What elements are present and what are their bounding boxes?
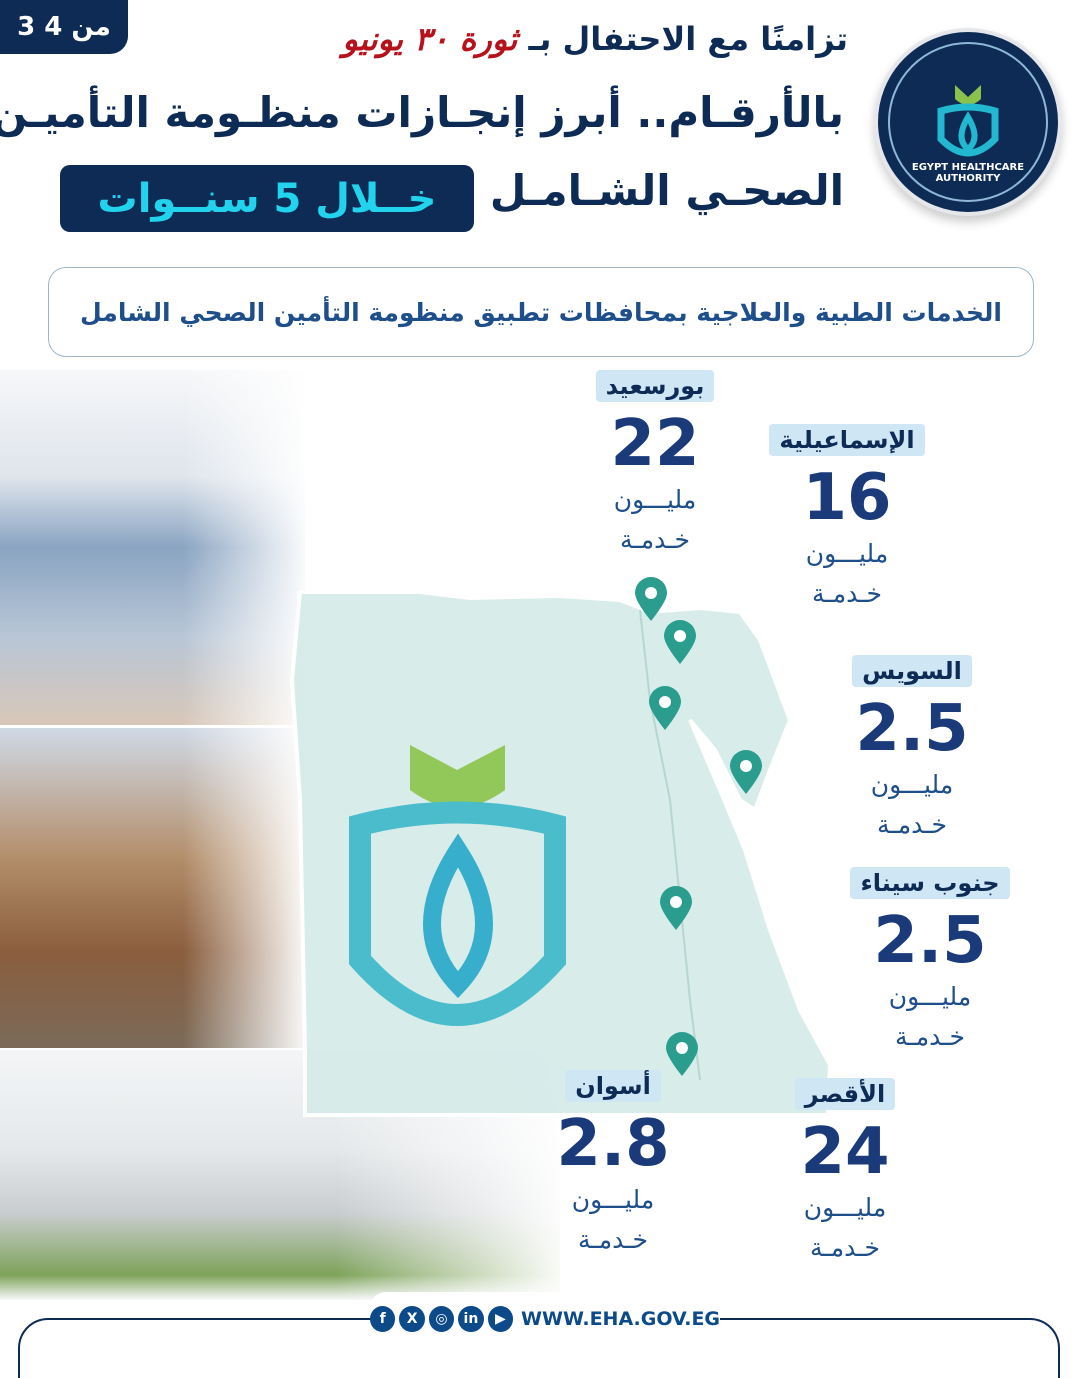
header-prefix: تزامنًا مع الاحتفال بـ <box>528 20 848 58</box>
stat-block: بورسعيد 22 مليـــون خـدمـة <box>565 370 745 560</box>
governorate-label: أسوان <box>565 1070 661 1102</box>
stat-unit-service: خـدمـة <box>876 810 948 839</box>
stat-value: 16 <box>802 461 892 535</box>
location-pin-icon <box>660 886 692 930</box>
facebook-icon[interactable]: f <box>370 1306 396 1332</box>
stat-block: أسوان 2.8 مليـــون خـدمـة <box>523 1070 703 1260</box>
header-line1: تزامنًا مع الاحتفال بـ ثورة ٣٠ يونيو <box>342 20 848 58</box>
location-pin-icon <box>664 620 696 664</box>
stat-value: 24 <box>800 1115 890 1189</box>
egypt-map <box>292 577 830 1115</box>
stat-value: 2.5 <box>873 904 987 978</box>
stat-unit-service: خـدمـة <box>809 1233 881 1262</box>
highlight-badge: خــلال 5 سنــوات <box>60 165 474 232</box>
stat-unit-million: مليـــون <box>803 1193 887 1222</box>
page-indicator: 3 من 4 <box>0 0 128 54</box>
stat-value: 2.5 <box>855 692 969 766</box>
stat-unit-million: مليـــون <box>870 770 954 799</box>
location-pin-icon <box>649 686 681 730</box>
governorate-label: الإسماعيلية <box>769 424 925 456</box>
stat-unit-million: مليـــون <box>888 982 972 1011</box>
stat-block: جنوب سيناء 2.5 مليـــون خـدمـة <box>840 867 1020 1057</box>
stat-unit-million: مليـــون <box>805 539 889 568</box>
stat-value: 22 <box>610 407 700 481</box>
governorate-label: السويس <box>852 655 972 687</box>
building-photo-portsaid <box>0 370 305 725</box>
location-pin-icon <box>635 577 667 621</box>
stat-unit-service: خـدمـة <box>577 1225 649 1254</box>
website-link[interactable]: WWW.EHA.GOV.EG <box>521 1308 721 1330</box>
governorate-label: الأقصر <box>794 1078 896 1110</box>
x-icon[interactable]: X <box>399 1306 425 1332</box>
stat-unit-service: خـدمـة <box>811 579 883 608</box>
stat-unit-million: مليـــون <box>571 1185 655 1214</box>
location-pin-icon <box>730 750 762 794</box>
footer-bar: f X ◎ in ▶ WWW.EHA.GOV.EG <box>370 1292 720 1346</box>
stat-value: 2.8 <box>556 1107 670 1181</box>
location-pin-icon <box>666 1032 698 1076</box>
header-line2: بالأرقـام.. أبرز إنجـازات منظـومة التأمي… <box>0 88 845 137</box>
linkedin-icon[interactable]: in <box>458 1306 484 1332</box>
stat-block: الإسماعيلية 16 مليـــون خـدمـة <box>757 424 937 614</box>
center-logo <box>349 745 566 1026</box>
subtitle-box: الخدمات الطبية والعلاجية بمحافظات تطبيق … <box>48 267 1034 357</box>
eha-logo: EGYPT HEALTHCARE AUTHORITY <box>874 28 1062 216</box>
governorate-label: جنوب سيناء <box>850 867 1010 899</box>
revolution-calligraphy: ثورة ٣٠ يونيو <box>342 20 518 58</box>
stat-unit-service: خـدمـة <box>894 1022 966 1051</box>
stat-block: السويس 2.5 مليـــون خـدمـة <box>822 655 1002 845</box>
stat-block: الأقصر 24 مليـــون خـدمـة <box>755 1078 935 1268</box>
governorate-label: بورسعيد <box>595 370 715 402</box>
logo-english: EGYPT HEALTHCARE AUTHORITY <box>911 162 1025 184</box>
stat-unit-service: خـدمـة <box>619 525 691 554</box>
building-photo-2 <box>0 728 305 1048</box>
stat-unit-million: مليـــون <box>613 485 697 514</box>
youtube-icon[interactable]: ▶ <box>487 1306 514 1332</box>
header-line3: الصحـي الشـامـل <box>489 166 844 215</box>
instagram-icon[interactable]: ◎ <box>428 1306 455 1332</box>
